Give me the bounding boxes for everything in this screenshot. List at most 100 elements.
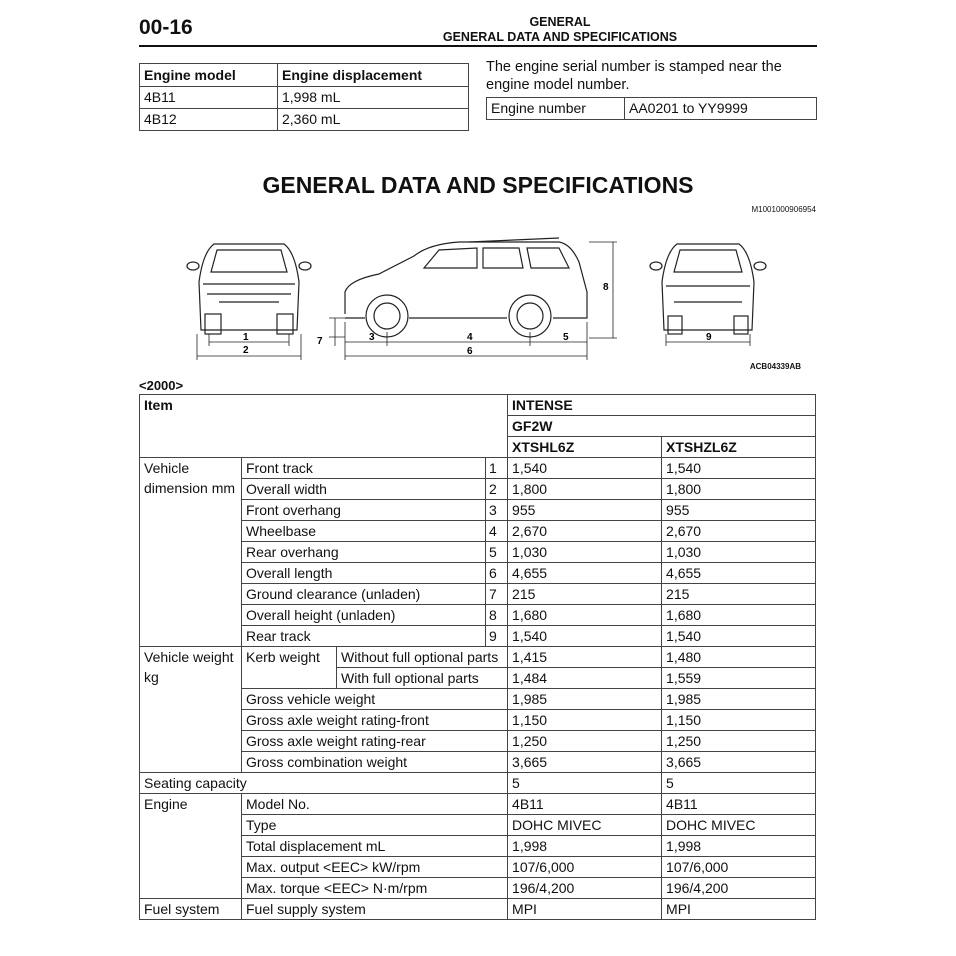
- item-label: Model No.: [240, 793, 509, 815]
- dimension-label-3: 3: [369, 332, 375, 343]
- dimension-number: 6: [484, 562, 509, 584]
- item-label: Gross vehicle weight: [240, 688, 509, 710]
- table-row: Rear overhang 5 1,030 1,030: [140, 541, 816, 563]
- engine-number-value: AA0201 to YY9999: [624, 97, 817, 120]
- page-number: 00-16: [139, 16, 193, 39]
- table-row: Engine number AA0201 to YY9999: [486, 97, 817, 120]
- dimension-label-8: 8: [603, 282, 609, 293]
- item-label: Fuel supply system: [240, 898, 509, 920]
- variant-header: XTSHZL6Z: [661, 436, 816, 458]
- dimension-label-1: 1: [243, 332, 249, 343]
- table-row: Vehicle dimension mm Front track 1 1,540 1,5…: [139, 457, 816, 647]
- item-label: Total displacement mL: [240, 835, 509, 857]
- table-row: Max. output <EEC> kW/rpm 107/6,000 107/6,0…: [140, 856, 816, 878]
- sub-group-label: Kerb weight: [241, 646, 337, 689]
- value-cell: 215: [661, 583, 816, 605]
- column-header: Engine displacement: [277, 63, 469, 87]
- value-cell: 1,998: [507, 835, 663, 857]
- item-label: Gross axle weight rating-rear: [240, 730, 509, 752]
- section-title: GENERAL: [529, 15, 591, 29]
- table-row: Gross axle weight rating-rear 1,250 1,250: [140, 730, 816, 752]
- table-row: With full optional parts 1,484 1,559: [140, 667, 816, 689]
- value-cell: 1,800: [507, 478, 663, 500]
- value-cell: 1,559: [661, 667, 816, 689]
- value-cell: 1,540: [507, 457, 663, 479]
- running-header: GENERAL GENERAL DATA AND SPECIFICATIONS: [340, 15, 780, 45]
- engine-displacement-table: Engine model Engine displacement 4B11 1,…: [139, 63, 469, 131]
- value-cell: 196/4,200: [661, 877, 816, 899]
- dimension-label-5: 5: [563, 332, 569, 343]
- item-header: Item: [138, 394, 509, 458]
- column-header: Engine model: [139, 63, 278, 87]
- dimension-number: 5: [484, 541, 509, 563]
- item-label: Front track: [241, 457, 486, 479]
- value-cell: 1,680: [507, 604, 663, 626]
- dimension-number: 1: [484, 457, 509, 479]
- item-label: Rear track: [241, 625, 486, 647]
- dimension-number: 8: [484, 604, 509, 626]
- item-label: Wheelbase: [241, 520, 486, 542]
- dimension-lines: [196, 241, 751, 360]
- item-label: Overall width: [241, 478, 486, 500]
- value-cell: 1,540: [507, 625, 663, 647]
- value-cell: 1,150: [661, 709, 816, 731]
- model-year: <2000>: [139, 378, 184, 393]
- table-row: Vehicle weight kg Kerb weight Without full…: [139, 646, 816, 773]
- subsection-title: GENERAL DATA AND SPECIFICATIONS: [442, 30, 678, 44]
- value-cell: 1,250: [507, 730, 663, 752]
- table-row: Overall height (unladen) 8 1,680 1,680: [140, 604, 816, 626]
- table-row: Rear track 9 1,540 1,540: [140, 625, 816, 647]
- dimension-label-6: 6: [467, 346, 473, 357]
- table-row: Gross combination weight 3,665 3,665: [140, 751, 816, 773]
- item-label: Max. output <EEC> kW/rpm: [240, 856, 509, 878]
- item-label: Ground clearance (unladen): [241, 583, 486, 605]
- dimension-label-2: 2: [243, 345, 249, 356]
- vehicle-dimension-diagram: 1 2 3 4 5 6 7 8 9: [186, 237, 767, 360]
- value-cell: 955: [507, 499, 663, 521]
- value-cell: 1,800: [661, 478, 816, 500]
- value-cell: 1,998: [661, 835, 816, 857]
- value-cell: 3,665: [661, 751, 816, 773]
- value-cell: 4,655: [507, 562, 663, 584]
- table-row: Overall length 6 4,655 4,655: [140, 562, 816, 584]
- table-row: Wheelbase 4 2,670 2,670: [140, 520, 816, 542]
- value-cell: 1,150: [507, 709, 663, 731]
- variant-header: XTSHL6Z: [507, 436, 663, 458]
- value-cell: 1,985: [507, 688, 663, 710]
- item-label: Type: [240, 814, 509, 836]
- table-row: Ground clearance (unladen) 7 215 215: [140, 583, 816, 605]
- value-cell: 1,250: [661, 730, 816, 752]
- group-label: Vehicle weight kg: [139, 646, 242, 773]
- dimension-number: 7: [484, 583, 509, 605]
- value-cell: 196/4,200: [507, 877, 663, 899]
- item-label: Gross axle weight rating-front: [240, 709, 509, 731]
- table-row: Total displacement mL 1,998 1,998: [140, 835, 816, 857]
- group-label: Seating capacity: [138, 772, 509, 794]
- value-cell: 1,540: [661, 625, 816, 647]
- value-cell: 5: [507, 772, 663, 794]
- table-row: Max. torque <EEC> N·m/rpm 196/4,200 196/4,…: [140, 877, 816, 899]
- dimension-number: 2: [484, 478, 509, 500]
- value-cell: 1,680: [661, 604, 816, 626]
- displacement-cell: 2,360 mL: [277, 108, 469, 131]
- value-cell: MPI: [661, 898, 816, 920]
- table-row: Fuel system Fuel supply system MPI MPI: [139, 898, 816, 920]
- dimension-number: 4: [484, 520, 509, 542]
- value-cell: 1,985: [661, 688, 816, 710]
- header-row: Item INTENSE: [138, 394, 816, 458]
- item-label: With full optional parts: [335, 667, 509, 689]
- value-cell: 2,670: [507, 520, 663, 542]
- displacement-cell: 1,998 mL: [277, 86, 469, 109]
- header-rule: [139, 45, 817, 47]
- side-view-illustration: [344, 237, 588, 338]
- front-view-illustration: [186, 243, 312, 335]
- reference-id: M1001000906954: [751, 205, 816, 214]
- item-label: Without full optional parts: [335, 646, 509, 668]
- grade-header: INTENSE: [507, 394, 816, 416]
- value-cell: 1,415: [507, 646, 663, 668]
- value-cell: MPI: [507, 898, 663, 920]
- model-code-header: GF2W: [507, 415, 816, 437]
- value-cell: 107/6,000: [661, 856, 816, 878]
- dimension-label-9: 9: [706, 332, 712, 343]
- value-cell: 955: [661, 499, 816, 521]
